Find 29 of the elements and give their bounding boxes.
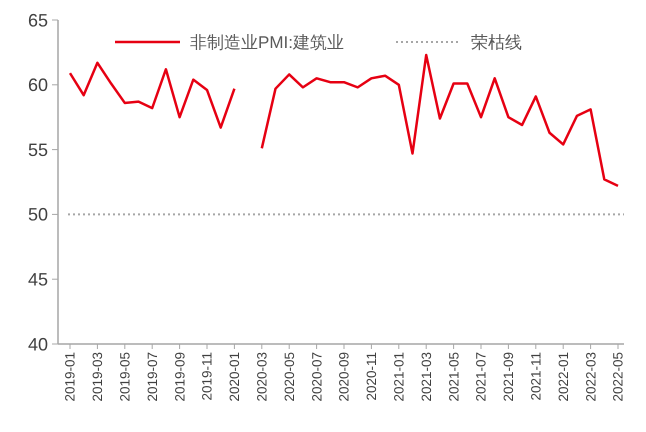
x-tick-label: 2020-05 xyxy=(282,352,297,402)
x-tick-label: 2021-03 xyxy=(418,352,434,402)
x-tick-label: 2020-03 xyxy=(254,352,270,402)
y-tick-label: 65 xyxy=(28,10,48,30)
x-tick-label: 2022-05 xyxy=(610,352,626,402)
x-tick-label: 2019-03 xyxy=(90,352,106,402)
y-tick-label: 55 xyxy=(28,140,48,160)
x-tick-label: 2021-09 xyxy=(501,352,516,402)
x-tick-label: 2019-07 xyxy=(144,352,160,402)
x-tick-label: 2019-09 xyxy=(172,352,188,402)
x-tick-label: 2020-11 xyxy=(364,352,380,401)
x-tick-label: 2021-01 xyxy=(392,352,407,402)
x-tick-label: 2021-05 xyxy=(446,352,462,402)
x-tick-label: 2022-03 xyxy=(583,352,598,402)
x-tick-label: 2019-05 xyxy=(118,352,133,402)
y-tick-label: 40 xyxy=(28,334,48,354)
legend-label: 非制造业PMI:建筑业 xyxy=(190,32,344,52)
y-tick-label: 50 xyxy=(28,204,48,225)
x-tick-label: 2019-11 xyxy=(200,352,215,401)
y-tick-label: 60 xyxy=(28,75,48,96)
x-tick-label: 2021-11 xyxy=(528,352,544,401)
x-tick-label: 2022-01 xyxy=(556,352,571,402)
x-tick-label: 2021-07 xyxy=(474,352,489,402)
x-tick-label: 2020-09 xyxy=(336,352,352,402)
x-tick-label: 2020-07 xyxy=(309,352,324,402)
legend-label: 荣枯线 xyxy=(471,32,522,52)
x-tick-label: 2020-01 xyxy=(227,352,242,402)
y-tick-label: 45 xyxy=(28,270,48,290)
x-tick-label: 2019-01 xyxy=(62,352,78,402)
